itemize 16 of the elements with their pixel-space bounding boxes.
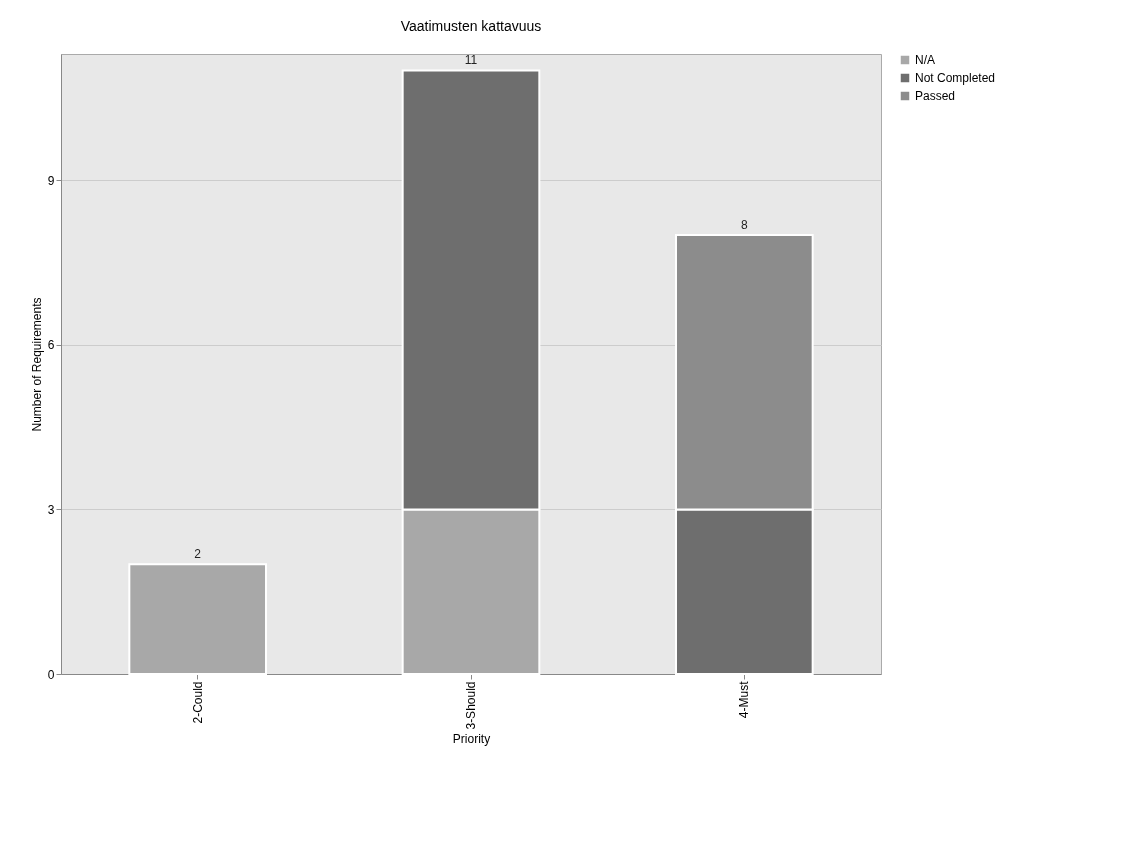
legend-label: Passed: [915, 89, 956, 103]
y-tick-label: 3: [47, 502, 55, 517]
legend-label: Not Completed: [915, 71, 996, 85]
x-tick-label: 3-Should: [464, 681, 478, 730]
x-axis-title: Priority: [452, 731, 491, 746]
x-tick-label: 2-Could: [190, 681, 205, 724]
total-label: 8: [740, 218, 748, 233]
y-tick-label: 0: [47, 667, 55, 682]
chart-title: Vaatimusten kattavuus: [400, 18, 542, 34]
x-tick-label: 4-Must: [737, 680, 752, 719]
legend-label: N/A: [915, 53, 936, 67]
total-label: 11: [464, 53, 478, 68]
y-tick-label: 9: [47, 173, 55, 188]
total-label: 2: [194, 547, 202, 562]
y-axis-title: Number of Requirements: [29, 297, 44, 432]
y-tick-label: 6: [47, 338, 55, 353]
